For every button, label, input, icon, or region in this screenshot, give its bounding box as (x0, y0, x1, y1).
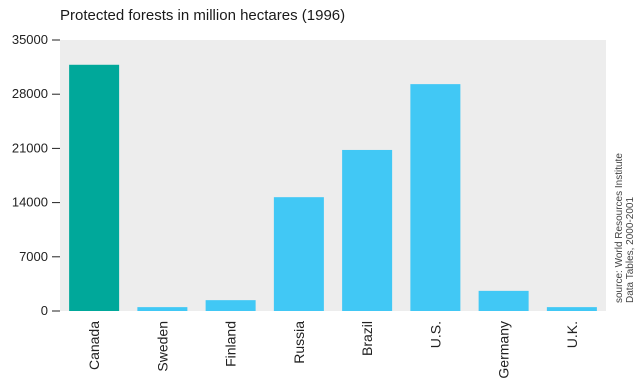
source-note: source: World Resources Institute Data Ta… (614, 153, 636, 303)
x-tick-label: Finland (223, 321, 239, 367)
bar-germany (478, 290, 529, 311)
y-axis: 0 7000 14000 21000 28000 35000 (12, 32, 60, 318)
x-tick-label: Russia (291, 321, 307, 364)
x-tick-label: Sweden (154, 321, 170, 372)
bar-us (410, 84, 461, 312)
bar-canada (69, 64, 120, 311)
bar-uk (546, 307, 597, 311)
y-tick-label: 0 (41, 303, 48, 318)
bar-russia (273, 197, 324, 311)
source-line: Data Tables, 2000-2001 (625, 197, 636, 303)
plot-background (60, 40, 606, 311)
source-line: source: World Resources Institute (614, 153, 625, 303)
y-tick-label: 28000 (12, 86, 48, 101)
y-tick-label: 14000 (12, 195, 48, 210)
x-axis: Canada Sweden Finland Russia Brazil U.S. Germa… (86, 321, 580, 379)
y-tick-label: 21000 (12, 140, 48, 155)
x-tick-label: U.S. (427, 321, 443, 348)
bar-sweden (137, 307, 188, 311)
x-tick-label: Canada (86, 321, 102, 370)
x-tick-label: U.K. (564, 321, 580, 348)
chart-title: Protected forests in million hectares (1… (60, 7, 346, 24)
x-tick-label: Germany (496, 321, 512, 379)
y-tick-label: 7000 (19, 249, 48, 264)
bar-brazil (342, 149, 393, 311)
bars-group (69, 64, 597, 312)
x-tick-label: Brazil (359, 321, 375, 356)
bar-finland (205, 300, 256, 311)
y-tick-label: 35000 (12, 32, 48, 47)
